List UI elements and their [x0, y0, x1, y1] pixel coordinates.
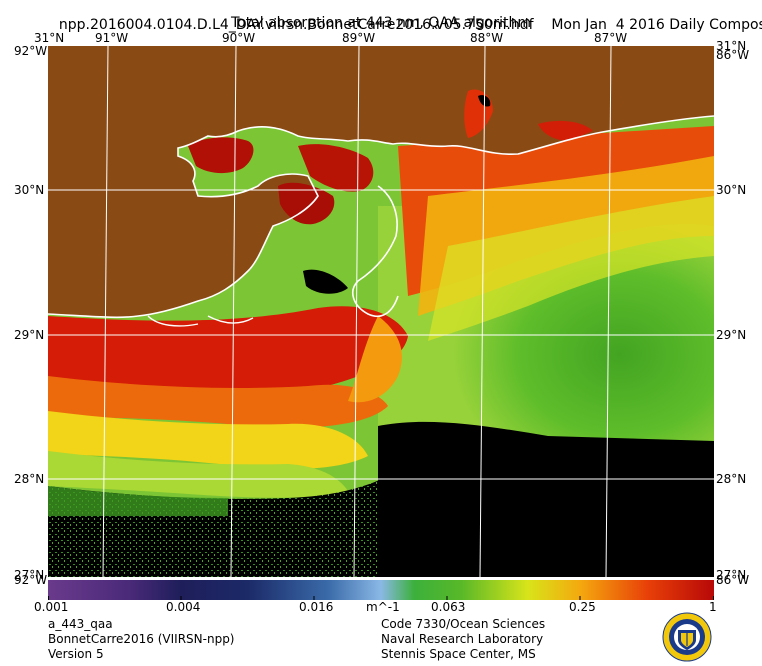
filename-text: npp.2016004.0104.D.L4_DAY.viirsn.BonnetC…	[58, 17, 534, 33]
colorbar-tick-4: 0.25	[569, 600, 596, 614]
colorbar-unit: m^-1	[366, 600, 400, 614]
product-name: a_443_qaa	[48, 617, 113, 631]
colorbar	[48, 580, 714, 600]
colorbar-tick-3: 0.063	[431, 600, 466, 614]
land-coast	[48, 46, 714, 318]
product-filename: npp.2016004.0104.D.L4_DAY.viirsn.BonnetC…	[50, 1, 762, 33]
org-location: Stennis Space Center, MS	[381, 647, 536, 661]
footer-right: Code 7330/Ocean Sciences Naval Research …	[381, 617, 545, 662]
west-coastal-red	[48, 306, 408, 401]
graticule	[48, 45, 714, 578]
corner-label-top-right: 31°N	[716, 39, 747, 53]
nodata-southeast	[378, 421, 714, 577]
coastline	[47, 115, 715, 319]
absorption-map	[47, 45, 715, 578]
org-name: Naval Research Laboratory	[381, 632, 544, 646]
colorbar-tick-2: 0.016	[299, 600, 334, 614]
footer-left: a_443_qaa BonnetCarre2016 (VIIRSN-npp) V…	[48, 617, 235, 662]
lon-label-top-87: 87°W	[594, 31, 628, 45]
corner-label-left-top-lon: 92°W	[14, 44, 48, 58]
composite-date: Mon Jan 4 2016 Daily Composite	[551, 17, 762, 33]
lat-label-left-30: 30°N	[14, 183, 45, 197]
nrl-seal-logo	[662, 612, 712, 662]
lat-label-left-28: 28°N	[14, 472, 45, 486]
version-text: Version 5	[48, 647, 104, 661]
lat-label-right-28: 28°N	[716, 472, 747, 486]
lat-label-left-29: 29°N	[14, 328, 45, 342]
colorbar-tick-1: 0.004	[166, 600, 201, 614]
corner-label-bottom-right: 27°N	[716, 568, 747, 582]
lon-label-top-91: 91°W	[95, 31, 129, 45]
product-subtitle: Total absorption at 443 nm, QAA algorith…	[230, 15, 532, 31]
lat-label-right-29: 29°N	[716, 328, 747, 342]
lat-label-right-30: 30°N	[716, 183, 747, 197]
colorbar-tick-5: 1	[709, 600, 717, 614]
org-code: Code 7330/Ocean Sciences	[381, 617, 546, 631]
corner-label-bottom-right-lon: 86°W	[716, 573, 750, 587]
region-name: BonnetCarre2016 (VIIRSN-npp)	[48, 632, 235, 646]
corner-label-bottom-left-lon: 92°W	[14, 573, 48, 587]
lon-label-top-88: 88°W	[470, 31, 504, 45]
colorbar-tick-0: 0.001	[34, 600, 69, 614]
corner-label-bottom-left: 27°N	[14, 568, 45, 582]
lon-label-top-90: 90°W	[222, 31, 256, 45]
corner-label-right-top-lon: 86°W	[716, 48, 750, 62]
lon-label-top-89: 89°W	[342, 31, 376, 45]
corner-label-top-left: 31°N	[34, 31, 65, 45]
